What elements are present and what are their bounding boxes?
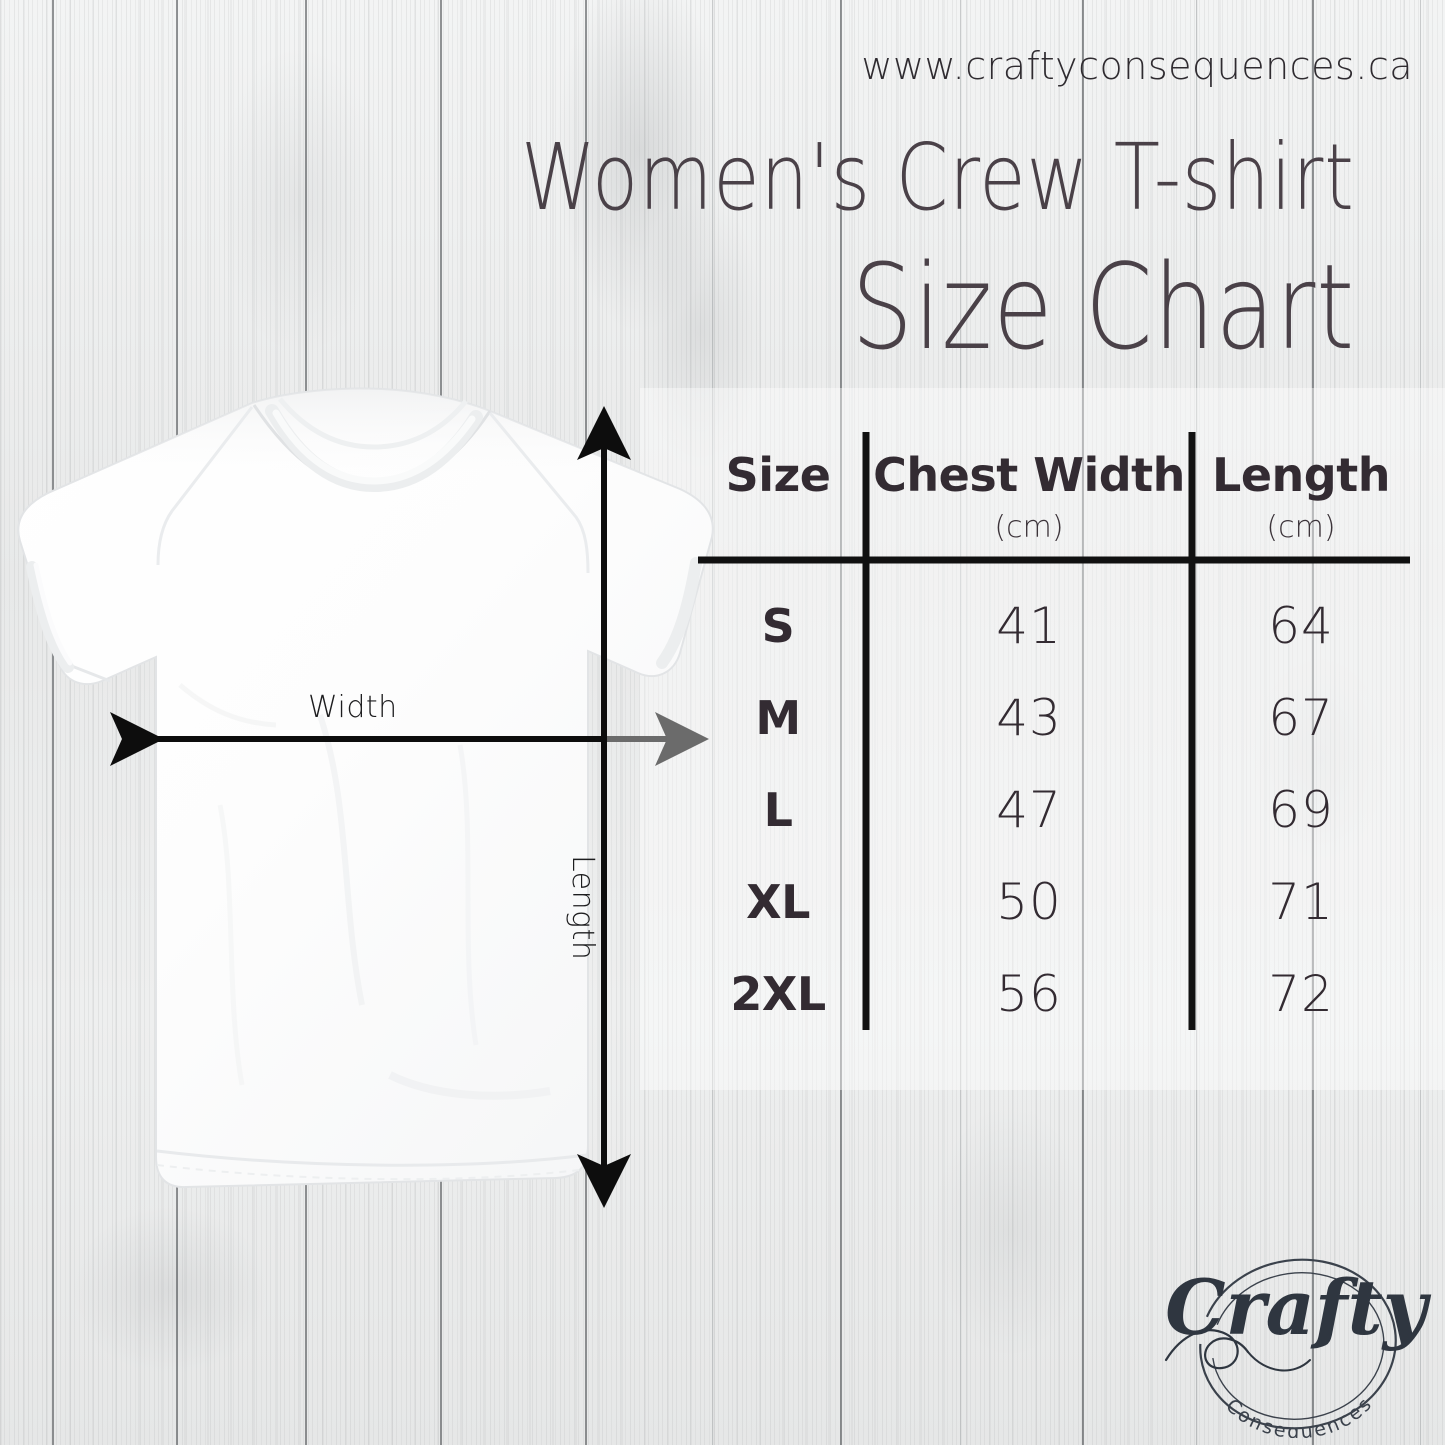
cell-length: 71	[1268, 873, 1334, 931]
plank-seam	[1196, 0, 1197, 1445]
table-row: S 41 64	[690, 580, 1410, 672]
brand-logo: Crafty Consequences	[1148, 1248, 1440, 1438]
size-table: Size Chest Width (cm) Length (cm) S 41 6…	[690, 430, 1410, 1040]
cell-length: 72	[1268, 965, 1334, 1023]
cell-chest: 56	[996, 965, 1062, 1023]
table-body: S 41 64 M 43 67 L 47 69 XL 50 71 2XL 56	[690, 580, 1410, 1040]
table-backdrop-panel	[640, 388, 1445, 1090]
header-cell-size: Size	[725, 448, 831, 502]
plank-seam	[52, 0, 54, 1445]
website-url: www.craftyconsequences.ca	[861, 44, 1413, 88]
table-row: XL 50 71	[690, 856, 1410, 948]
table-row: 2XL 56 72	[690, 948, 1410, 1040]
cell-length: 69	[1268, 781, 1334, 839]
cell-size: 2XL	[730, 967, 826, 1021]
table-header-row: Size Chest Width (cm) Length (cm)	[690, 448, 1410, 553]
tshirt-illustration	[0, 385, 730, 1210]
cell-length: 64	[1268, 597, 1334, 655]
table-rules	[698, 432, 1410, 1030]
plank-seam	[712, 0, 713, 1445]
plank-seam	[840, 0, 842, 1445]
cell-chest: 41	[996, 597, 1062, 655]
page-title-line1: Women's Crew T-shirt	[521, 124, 1355, 231]
cell-size: XL	[746, 875, 810, 929]
header-cell-chest-width: Chest Width (cm)	[873, 448, 1185, 545]
cell-size: M	[755, 691, 801, 745]
header-cell-length: Length (cm)	[1212, 448, 1390, 545]
plank-seam	[1420, 0, 1421, 1445]
cell-size: L	[763, 783, 793, 837]
table-row: L 47 69	[690, 764, 1410, 856]
plank-seam	[960, 0, 961, 1445]
plank-seam	[1082, 0, 1084, 1445]
page-title-line2: Size Chart	[851, 238, 1355, 376]
cell-size: S	[761, 599, 795, 653]
cell-length: 67	[1268, 689, 1334, 747]
table-row: M 43 67	[690, 672, 1410, 764]
width-label: Width	[308, 690, 398, 725]
cell-chest: 47	[996, 781, 1062, 839]
plank-seam	[1312, 0, 1314, 1445]
length-label: Length	[565, 855, 600, 961]
cell-chest: 50	[996, 873, 1062, 931]
cell-chest: 43	[996, 689, 1062, 747]
logo-wordmark: Crafty	[1165, 1263, 1432, 1352]
